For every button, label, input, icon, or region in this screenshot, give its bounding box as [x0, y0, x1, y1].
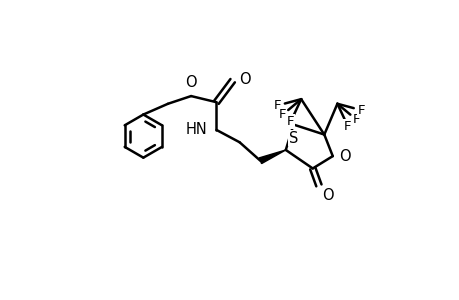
Text: F: F: [352, 113, 359, 126]
Text: O: O: [338, 148, 350, 164]
Text: S: S: [288, 131, 297, 146]
Text: F: F: [278, 109, 285, 122]
Text: F: F: [343, 120, 351, 133]
Text: F: F: [357, 103, 364, 117]
Text: O: O: [321, 188, 333, 203]
Text: O: O: [185, 75, 196, 90]
Text: F: F: [273, 99, 280, 112]
Text: F: F: [286, 115, 294, 128]
Text: O: O: [238, 72, 250, 87]
Polygon shape: [258, 150, 285, 164]
Text: HN: HN: [185, 122, 207, 137]
